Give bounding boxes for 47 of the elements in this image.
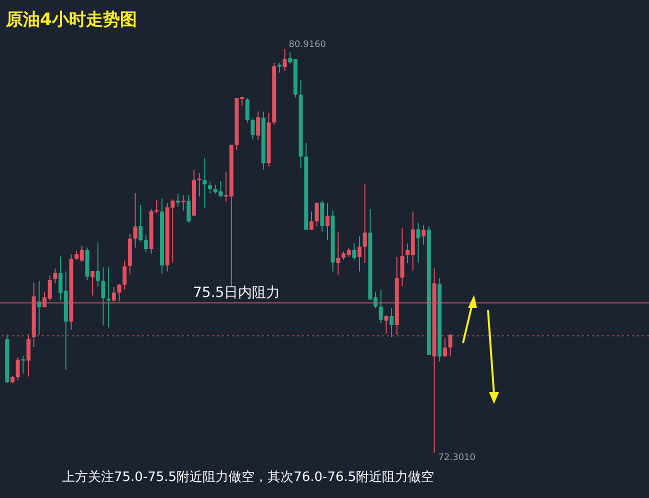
- candlestick: [390, 308, 394, 338]
- candlestick: [314, 202, 319, 227]
- candlestick: [170, 198, 175, 264]
- candlestick: [378, 289, 383, 324]
- candlestick: [176, 193, 180, 208]
- candlestick: [250, 118, 255, 140]
- candlestick: [144, 234, 148, 253]
- candlestick: [208, 180, 212, 194]
- candlestick: [422, 224, 426, 246]
- candlestick: [21, 355, 26, 374]
- candlestick: [96, 242, 100, 288]
- candlestick: [117, 284, 122, 302]
- candlestick: [245, 98, 250, 123]
- candlestick: [112, 286, 116, 302]
- candlestick: [336, 231, 340, 276]
- ref-line-label: 75.5日内阻力: [193, 284, 280, 301]
- candlestick: [256, 111, 260, 140]
- text: 原油4小时走势图: [5, 10, 137, 30]
- candlestick: [186, 194, 191, 224]
- candlestick: [358, 236, 362, 272]
- candlestick: [442, 338, 447, 357]
- candlestick: [202, 158, 207, 208]
- candlestick: [309, 210, 314, 230]
- annotation: 80.9160: [288, 40, 326, 50]
- annotation: 72.3010: [438, 452, 476, 463]
- candlestick: [106, 266, 111, 328]
- candlestick: [362, 183, 367, 264]
- candlestick: [53, 268, 58, 284]
- candlestick: [90, 270, 95, 296]
- candlestick: [384, 314, 388, 334]
- candlestick: [400, 228, 404, 287]
- candlestick: [197, 172, 202, 197]
- candlestick: [101, 266, 106, 326]
- candlestick: [416, 222, 420, 264]
- candlestick: [320, 200, 324, 232]
- candlestick: [133, 192, 138, 248]
- candlestick: [138, 204, 143, 242]
- annotation: 上方关注75.0-75.5附近阻力做空，其次76.0-76.5附近阻力做空: [62, 469, 434, 485]
- candlestick: [16, 356, 20, 381]
- candlestick: [448, 333, 452, 357]
- candlestick: [352, 242, 356, 260]
- candlestick: [122, 260, 127, 290]
- candlestick: [325, 202, 330, 241]
- candlestick: [181, 194, 186, 212]
- candlestick: [26, 334, 30, 378]
- candlestick: [277, 62, 282, 74]
- candlestick: [282, 48, 287, 72]
